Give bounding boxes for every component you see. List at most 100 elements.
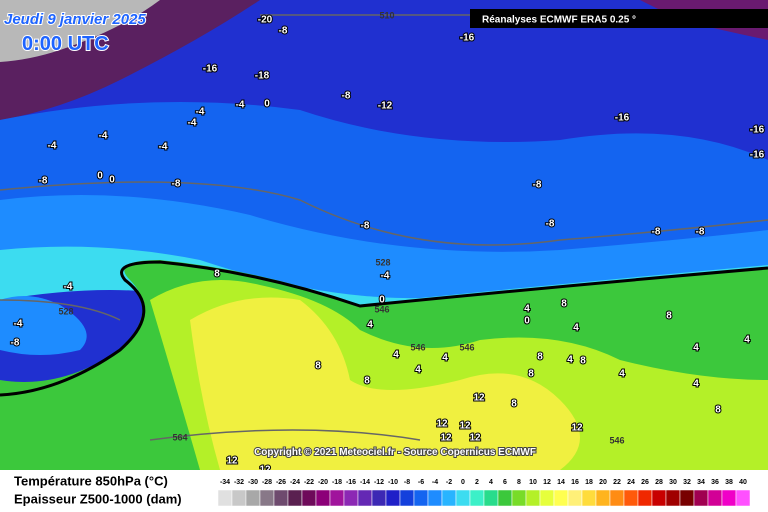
scale-label: 10 [529, 479, 537, 486]
temperature-label: -8 [172, 179, 181, 190]
color-cell [567, 489, 583, 507]
scale-label: 18 [585, 479, 593, 486]
scale-label: 28 [655, 479, 663, 486]
color-cell [301, 489, 317, 507]
temperature-label: -4 [159, 142, 168, 153]
temperature-label: 0 [264, 99, 270, 110]
time: 0:00 UTC [22, 33, 109, 55]
color-cell [637, 489, 653, 507]
scale-label: -4 [432, 479, 438, 486]
temperature-label: 8 [315, 361, 321, 372]
color-cell [665, 489, 681, 507]
temperature-label: 8 [580, 356, 586, 367]
temperature-label: 4 [367, 320, 373, 331]
temperature-label: 8 [511, 399, 517, 410]
temperature-label: -8 [342, 91, 351, 102]
temperature-label: 12 [459, 421, 471, 432]
temperature-label: 12 [469, 433, 481, 444]
scale-label: -24 [290, 479, 300, 486]
scale-label: -12 [374, 479, 384, 486]
scale-label: -28 [262, 479, 272, 486]
temperature-label: -4 [48, 141, 57, 152]
temperature-label: 12 [436, 419, 448, 430]
scale-label: 30 [669, 479, 677, 486]
color-cell [287, 489, 303, 507]
scale-label: 20 [599, 479, 607, 486]
scale-label: 32 [683, 479, 691, 486]
color-cell [707, 489, 723, 507]
date: Jeudi 9 janvier 2025 [4, 11, 146, 28]
temperature-label: -8 [361, 221, 370, 232]
temperature-title: Température 850hPa (°C) [14, 473, 168, 488]
color-cell [497, 489, 513, 507]
temperature-label: 12 [440, 433, 452, 444]
temperature-label: 8 [528, 369, 534, 380]
temperature-label: -4 [14, 319, 23, 330]
scale-label: 2 [475, 479, 479, 486]
temperature-label: 4 [693, 343, 699, 354]
color-cell [357, 489, 373, 507]
color-cell [329, 489, 345, 507]
thickness-label: 510 [379, 10, 394, 20]
temperature-label: -4 [188, 118, 197, 129]
temperature-label: 8 [561, 299, 567, 310]
temperature-label: 8 [537, 352, 543, 363]
scale-label: -20 [318, 479, 328, 486]
scale-label: 6 [503, 479, 507, 486]
temperature-label: -4 [64, 282, 73, 293]
temperature-label: -8 [533, 180, 542, 191]
scale-label: 40 [739, 479, 747, 486]
color-cell [315, 489, 331, 507]
color-cell [539, 489, 555, 507]
temperature-label: -4 [196, 107, 205, 118]
temperature-label: -8 [652, 227, 661, 238]
scale-label: 36 [711, 479, 719, 486]
color-cell [483, 489, 499, 507]
scale-label: 24 [627, 479, 635, 486]
color-cell [721, 489, 737, 507]
temperature-label: -16 [750, 150, 765, 161]
scale-label: 22 [613, 479, 621, 486]
color-cell [553, 489, 569, 507]
scale-label: -22 [304, 479, 314, 486]
scale-label: -8 [404, 479, 410, 486]
temperature-label: 4 [619, 369, 625, 380]
temperature-label: -20 [258, 15, 273, 26]
color-cell [259, 489, 275, 507]
color-cell [245, 489, 261, 507]
temperature-label: 12 [473, 393, 485, 404]
color-cell [525, 489, 541, 507]
source: Réanalyses ECMWF ERA5 0.25 ° [482, 15, 636, 26]
color-cell [609, 489, 625, 507]
map-background [0, 0, 768, 470]
scale-label: 26 [641, 479, 649, 486]
color-cell [385, 489, 401, 507]
scale-label: -30 [248, 479, 258, 486]
scale-label: 38 [725, 479, 733, 486]
temperature-label: -16 [203, 64, 218, 75]
scale-label: 4 [489, 479, 493, 486]
temperature-label: 4 [442, 353, 448, 364]
scale-label: -14 [360, 479, 370, 486]
color-cell [735, 489, 751, 507]
copyright: Copyright © 2021 Meteociel.fr - Source C… [254, 447, 536, 458]
temperature-label: 4 [693, 379, 699, 390]
temperature-label: 8 [214, 269, 220, 280]
color-cell [455, 489, 471, 507]
color-cell [595, 489, 611, 507]
temperature-label: 0 [109, 175, 115, 186]
temperature-label: 4 [415, 365, 421, 376]
source-box [470, 9, 768, 28]
scale-label: -6 [418, 479, 424, 486]
temperature-label: -8 [279, 26, 288, 37]
scale-label: -34 [220, 479, 230, 486]
color-cell [371, 489, 387, 507]
temperature-label: -8 [546, 219, 555, 230]
scale-label: 16 [571, 479, 579, 486]
temperature-label: -8 [39, 176, 48, 187]
temperature-label: -4 [381, 271, 390, 282]
temperature-label: 4 [744, 335, 750, 346]
color-cell [693, 489, 709, 507]
scale-label: 0 [461, 479, 465, 486]
